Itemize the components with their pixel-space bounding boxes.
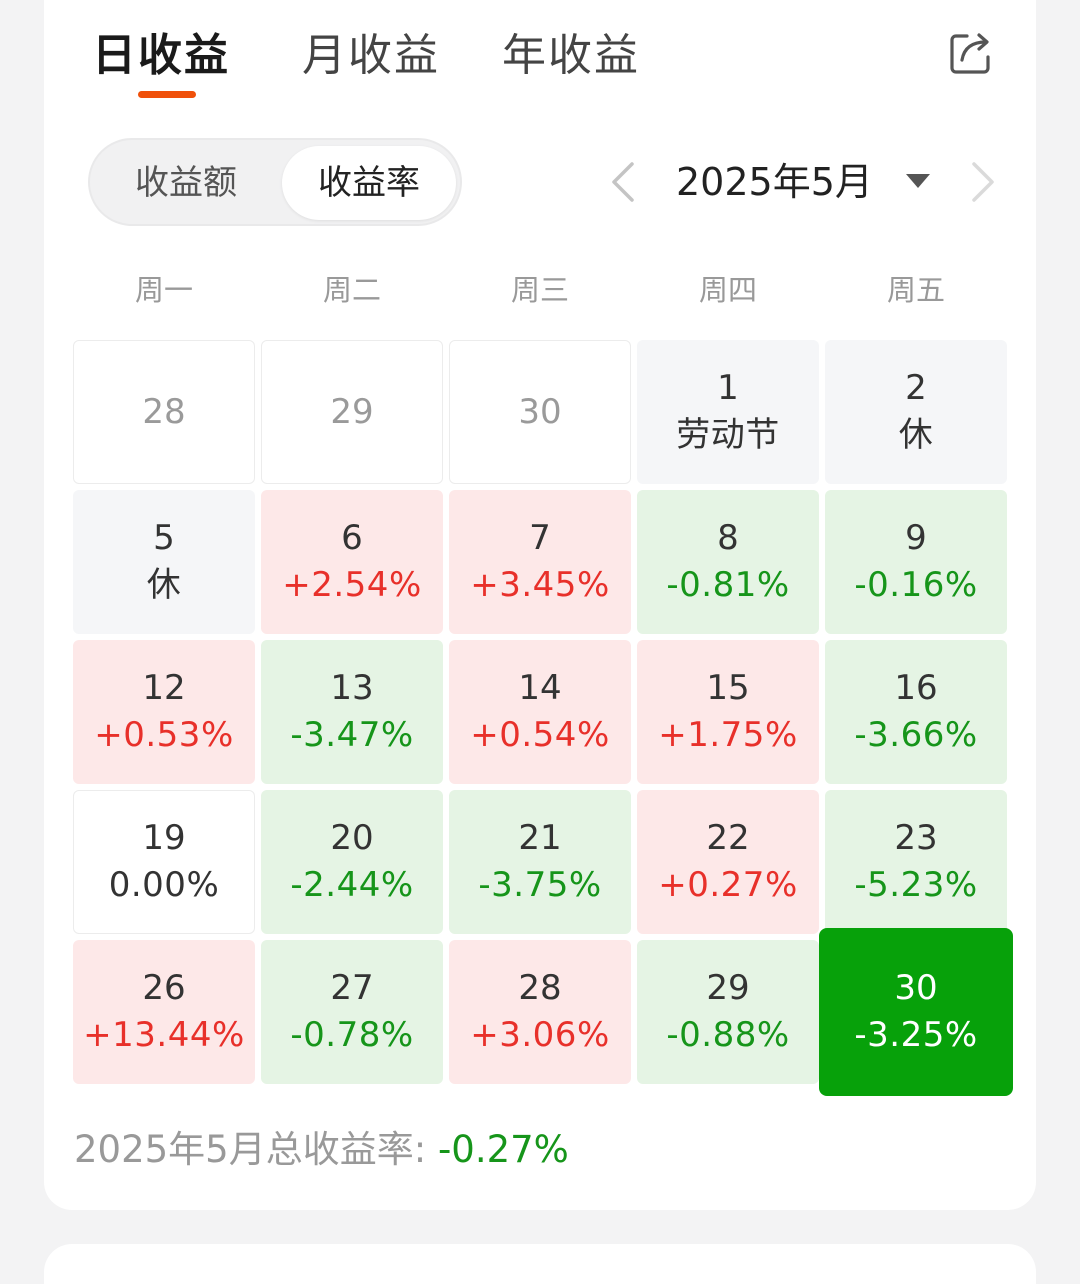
month-total-value: -0.27% [437,1128,569,1171]
day-number: 15 [706,668,750,708]
month-total-label: 2025年5月总收益率: [74,1128,438,1171]
day-number: 30 [894,968,938,1008]
weekday-label: 周五 [886,273,945,307]
calendar-day-cell[interactable]: 30 -3.25% [819,928,1013,1096]
month-total: 2025年5月总收益率: -0.27% [74,1124,569,1176]
calendar-day-cell[interactable]: 9 -0.16% [825,490,1007,634]
day-number: 20 [330,818,374,858]
day-number: 13 [330,668,374,708]
day-return-value: +13.44% [83,1015,245,1055]
calendar-day-cell[interactable]: 28 +3.06% [449,940,631,1084]
day-return-value: -0.81% [666,565,790,605]
calendar-day-cell[interactable]: 20 -2.44% [261,790,443,934]
calendar-day-cell[interactable]: 15 +1.75% [637,640,819,784]
day-return-value: -3.66% [854,715,978,755]
day-return-value: -0.78% [290,1015,414,1055]
day-number: 9 [905,518,927,558]
calendar-day-cell[interactable]: 29 [261,340,443,484]
toggle-amount[interactable]: 收益额 [135,163,237,203]
metric-toggle: 收益额 收益率 [88,138,462,226]
calendar-day-cell[interactable]: 1 劳动节 [637,340,819,484]
day-return-value: +0.27% [658,865,798,905]
day-number: 28 [142,392,186,432]
day-return-value: -3.25% [854,1015,978,1055]
calendar-day-cell[interactable]: 30 [449,340,631,484]
month-label[interactable]: 2025年5月 [676,160,873,204]
day-return-value: 休 [898,415,934,455]
calendar-day-cell[interactable]: 19 0.00% [73,790,255,934]
calendar-day-cell[interactable]: 13 -3.47% [261,640,443,784]
day-return-value: +0.53% [94,715,234,755]
day-number: 14 [518,668,562,708]
day-number: 2 [905,368,927,408]
day-number: 22 [706,818,750,858]
calendar-day-cell[interactable]: 28 [73,340,255,484]
calendar-day-cell[interactable]: 8 -0.81% [637,490,819,634]
day-number: 28 [518,968,562,1008]
day-number: 26 [142,968,186,1008]
weekday-label: 周二 [322,273,381,307]
calendar-day-cell[interactable]: 21 -3.75% [449,790,631,934]
chevron-left-icon[interactable] [608,160,638,204]
day-number: 12 [142,668,186,708]
day-return-value: +3.45% [470,565,610,605]
day-number: 30 [518,392,562,432]
weekday-label: 周一 [134,273,193,307]
calendar-day-cell[interactable]: 26 +13.44% [73,940,255,1084]
calendar-day-cell[interactable]: 22 +0.27% [637,790,819,934]
calendar-day-cell[interactable]: 23 -5.23% [825,790,1007,934]
day-number: 5 [153,518,175,558]
day-number: 1 [717,368,739,408]
day-number: 19 [142,818,186,858]
day-return-value: 0.00% [108,865,220,905]
tab-yearly[interactable]: 年收益 [502,30,640,81]
day-number: 6 [341,518,363,558]
day-return-value: -0.88% [666,1015,790,1055]
day-number: 16 [894,668,938,708]
day-number: 23 [894,818,938,858]
caret-down-icon[interactable] [904,172,932,190]
day-number: 21 [518,818,562,858]
calendar-day-cell[interactable]: 12 +0.53% [73,640,255,784]
day-return-value: +2.54% [282,565,422,605]
day-return-value: -3.75% [478,865,602,905]
calendar-day-cell[interactable]: 7 +3.45% [449,490,631,634]
day-return-value: +0.54% [470,715,610,755]
day-return-value: -5.23% [854,865,978,905]
calendar-day-cell[interactable]: 27 -0.78% [261,940,443,1084]
chevron-right-icon[interactable] [968,160,998,204]
day-return-value: 休 [146,565,182,605]
calendar-day-cell[interactable]: 16 -3.66% [825,640,1007,784]
day-number: 8 [717,518,739,558]
day-number: 29 [330,392,374,432]
toggle-rate[interactable]: 收益率 [282,146,456,220]
tab-monthly[interactable]: 月收益 [302,30,440,81]
day-return-value: +1.75% [658,715,798,755]
day-return-value: +3.06% [470,1015,610,1055]
next-card [44,1244,1036,1284]
active-tab-indicator [138,91,196,98]
calendar-day-cell[interactable]: 6 +2.54% [261,490,443,634]
day-return-value: -2.44% [290,865,414,905]
day-return-value: 劳动节 [676,415,780,455]
calendar-day-cell[interactable]: 29 -0.88% [637,940,819,1084]
weekday-label: 周三 [510,273,569,307]
day-number: 27 [330,968,374,1008]
weekday-label: 周四 [698,273,757,307]
day-return-value: -0.16% [854,565,978,605]
calendar-day-cell[interactable]: 14 +0.54% [449,640,631,784]
share-icon[interactable] [946,30,994,78]
day-number: 7 [529,518,551,558]
day-number: 29 [706,968,750,1008]
tab-daily[interactable]: 日收益 [92,30,230,81]
day-return-value: -3.47% [290,715,414,755]
